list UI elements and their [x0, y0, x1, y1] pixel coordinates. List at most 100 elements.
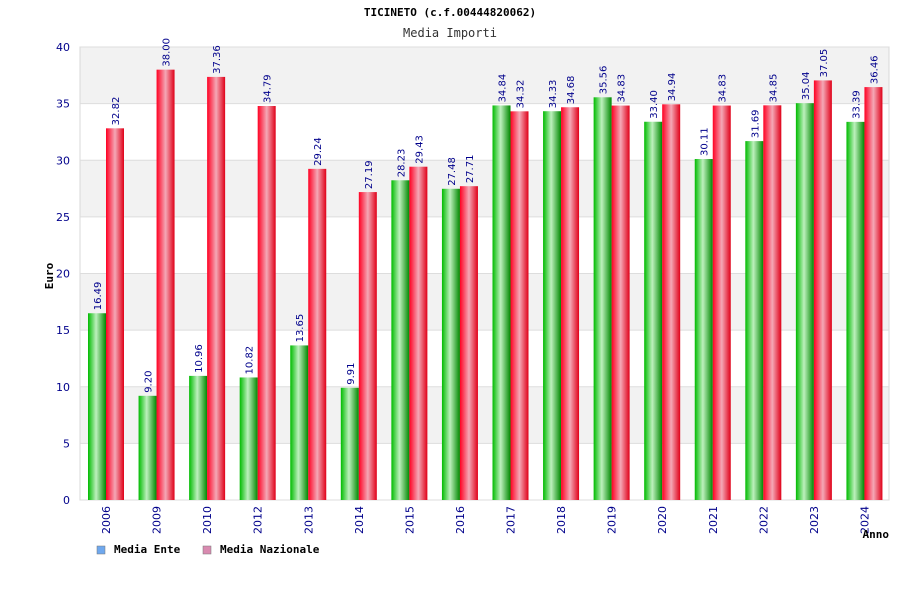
data-label: 34.84: [498, 74, 509, 103]
y-tick-label: 30: [56, 154, 70, 167]
x-tick-label: 2010: [201, 506, 214, 534]
data-label: 34.83: [718, 74, 729, 103]
bar-media-ente: [88, 313, 106, 500]
legend: Media Ente Media Nazionale: [96, 543, 320, 556]
data-label: 32.82: [111, 97, 122, 126]
y-tick-label: 35: [56, 98, 70, 111]
x-axis-ticks: 2006 2009 2010 2012 2013 2014 2015 2016 2017 2018…: [100, 506, 871, 534]
data-label: 34.83: [617, 74, 628, 103]
data-label: 31.69: [750, 109, 761, 138]
data-label: 33.39: [851, 90, 862, 119]
bar-media-ente: [846, 121, 865, 501]
data-label: 29.24: [313, 137, 324, 166]
data-label: 34.79: [263, 74, 274, 103]
y-tick-label: 15: [56, 324, 70, 337]
bar-media-ente: [189, 375, 208, 500]
data-label: 27.71: [465, 155, 476, 184]
bar-media-nazionale: [156, 69, 175, 501]
x-tick-label: 2023: [808, 506, 821, 534]
x-tick-label: 2024: [858, 506, 871, 534]
data-label: 27.19: [364, 160, 375, 189]
data-label: 35.56: [599, 66, 610, 95]
y-tick-label: 40: [56, 41, 70, 54]
data-label: 10.82: [245, 346, 256, 375]
data-label: 33.40: [649, 90, 660, 119]
data-label: 37.36: [212, 45, 223, 74]
bar-media-nazionale: [611, 105, 630, 501]
x-tick-label: 2014: [353, 506, 366, 534]
x-tick-label: 2006: [100, 506, 113, 534]
bar-media-ente: [745, 141, 764, 500]
bar-media-nazionale: [510, 111, 529, 501]
y-axis-ticks: 0 5 10 15 20 25 30 35 40: [56, 41, 70, 507]
bar-media-nazionale: [561, 107, 580, 501]
bar-media-nazionale: [813, 80, 832, 500]
bar-media-ente: [441, 188, 460, 500]
bar-media-nazionale: [308, 168, 327, 500]
x-tick-label: 2013: [302, 506, 315, 534]
legend-label: Media Nazionale: [220, 543, 320, 556]
bar-media-nazionale: [409, 166, 428, 500]
y-tick-label: 20: [56, 268, 70, 281]
y-axis-label: Euro: [43, 262, 56, 289]
chart-subtitle: Media Importi: [403, 26, 497, 40]
x-tick-label: 2017: [505, 506, 518, 534]
data-label: 37.05: [819, 49, 830, 78]
data-label: 10.96: [194, 344, 205, 373]
bar-media-ente: [593, 97, 612, 501]
bar-media-ente: [644, 121, 663, 501]
bar-media-ente: [694, 159, 713, 500]
data-label: 9.20: [144, 371, 155, 393]
bar-media-ente: [795, 103, 814, 500]
data-label: 28.23: [396, 149, 407, 178]
bar-media-ente: [239, 377, 258, 500]
bar-media-ente: [492, 105, 511, 500]
bar-media-nazionale: [864, 87, 883, 500]
data-label: 13.65: [295, 314, 306, 343]
data-label: 9.91: [346, 363, 357, 385]
bar-media-nazionale: [459, 186, 478, 500]
x-axis-label: Anno: [863, 528, 890, 541]
legend-label: Media Ente: [114, 543, 181, 556]
bar-media-nazionale: [106, 128, 124, 500]
data-label: 16.49: [93, 282, 104, 311]
bar-media-nazionale: [207, 76, 226, 500]
bar-media-ente: [391, 180, 410, 500]
data-label: 34.85: [768, 74, 779, 103]
data-label: 30.11: [700, 127, 711, 156]
bar-media-ente: [290, 345, 309, 500]
data-label: 34.32: [516, 80, 527, 109]
bar-media-nazionale: [763, 105, 782, 500]
x-tick-label: 2022: [757, 506, 770, 534]
data-label: 27.48: [447, 157, 458, 186]
bar-media-nazionale: [358, 192, 377, 501]
y-tick-label: 5: [63, 437, 70, 450]
data-label: 38.00: [162, 38, 173, 67]
bar-media-nazionale: [712, 105, 731, 501]
x-tick-label: 2018: [555, 506, 568, 534]
bar-media-ente: [340, 387, 359, 500]
x-tick-label: 2016: [454, 506, 467, 534]
x-tick-label: 2019: [606, 506, 619, 534]
bar-media-nazionale: [257, 106, 276, 501]
bar-media-nazionale: [662, 104, 681, 500]
data-label: 36.46: [869, 55, 880, 84]
legend-swatch: [202, 545, 212, 555]
x-tick-label: 2012: [252, 506, 265, 534]
x-tick-label: 2015: [403, 506, 416, 534]
legend-swatch: [96, 545, 106, 555]
bar-media-ente: [543, 111, 562, 500]
y-tick-label: 10: [56, 381, 70, 394]
bars-group: 16.49 32.82 9.20 38.00 10.96 37.36 10.82 34.79 1…: [88, 38, 883, 501]
y-tick-label: 0: [63, 494, 70, 507]
x-tick-label: 2020: [656, 506, 669, 534]
data-label: 34.33: [548, 80, 559, 109]
x-tick-label: 2009: [151, 506, 164, 534]
y-tick-label: 25: [56, 211, 70, 224]
data-label: 35.04: [801, 72, 812, 101]
x-tick-label: 2021: [707, 506, 720, 534]
bar-media-ente: [138, 395, 157, 500]
data-label: 34.68: [566, 76, 577, 105]
data-label: 34.94: [667, 73, 678, 102]
